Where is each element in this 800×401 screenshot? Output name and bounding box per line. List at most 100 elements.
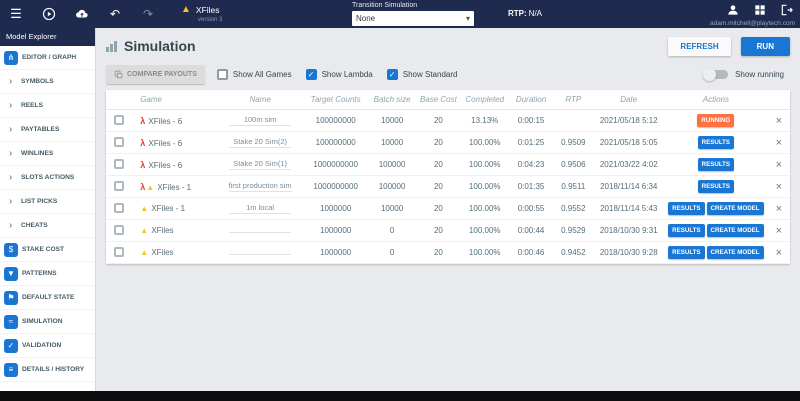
close-icon[interactable]: × (775, 246, 783, 259)
sim-name-input[interactable]: Stake 20 Sim(2) (229, 137, 292, 148)
cell-target-counts: 100000000 (303, 131, 368, 154)
refresh-button[interactable]: REFRESH (668, 36, 731, 56)
filter-show-lambda[interactable]: ✓ Show Lambda (305, 68, 373, 80)
row-checkbox[interactable] (114, 158, 125, 169)
lambda-icon: λ (140, 115, 146, 126)
cell-base-cost: 20 (416, 197, 461, 220)
redo-icon[interactable]: ↷ (142, 7, 154, 21)
apps-grid-icon[interactable] (752, 2, 768, 18)
chevron-right-icon: › (8, 124, 13, 135)
bar-chart-icon (106, 40, 117, 52)
cell-batch-size: 10000 (367, 109, 417, 132)
create-model-button[interactable]: CREATE MODEL (706, 202, 764, 215)
sim-name-input[interactable]: 1m local (229, 203, 292, 214)
cell-batch-size: 100000 (367, 175, 417, 198)
row-checkbox[interactable] (114, 224, 125, 235)
sidebar-item-patterns[interactable]: ▼ PATTERNS (0, 262, 95, 286)
checkbox-checked-icon[interactable]: ✓ (305, 68, 317, 80)
close-icon[interactable]: × (775, 180, 783, 193)
lambda-icon: λ (140, 159, 146, 170)
close-icon[interactable]: × (775, 136, 783, 149)
sidebar-item-cheats[interactable]: › CHEATS (0, 214, 95, 238)
sidebar-item-editor-graph[interactable]: ⋔ EDITOR / GRAPH (0, 46, 95, 70)
undo-icon[interactable]: ↶ (109, 7, 121, 21)
results-button[interactable]: RESULTS (697, 136, 735, 149)
cell-base-cost: 20 (416, 219, 461, 242)
simulations-table: Game Name Target Counts Batch size Base Cost… (106, 90, 790, 264)
sidebar-item-validation[interactable]: ✓ VALIDATION (0, 334, 95, 358)
results-button[interactable]: RESULTS (697, 158, 735, 171)
sim-name-input[interactable]: 100m sim (229, 115, 292, 126)
create-model-button[interactable]: CREATE MODEL (706, 246, 764, 259)
cell-rtp: 0.9552 (553, 197, 594, 220)
run-button[interactable]: RUN (740, 36, 790, 56)
sidebar-item-paytables[interactable]: › PAYTABLES (0, 118, 95, 142)
running-button[interactable]: RUNNING (697, 114, 735, 127)
table-row: ▲ XFiles 1000000 0 20 100.00% 0:00:44 0.9529 20… (106, 219, 790, 242)
filter-show-standard[interactable]: ✓ Show Standard (386, 68, 457, 80)
sidebar-item-winlines[interactable]: › WINLINES (0, 142, 95, 166)
main-header: Simulation REFRESH RUN (106, 34, 790, 58)
sidebar-item-label: EDITOR / GRAPH (22, 54, 77, 61)
row-checkbox[interactable] (114, 114, 125, 125)
checkbox-checked-icon[interactable]: ✓ (386, 68, 398, 80)
sidebar-item-simulation[interactable]: ≈ SIMULATION (0, 310, 95, 334)
sim-name-input[interactable] (229, 231, 292, 233)
close-icon[interactable]: × (775, 114, 783, 127)
play-icon[interactable] (41, 6, 57, 22)
filter-show-all-games[interactable]: Show All Games (216, 68, 292, 80)
cloud-upload-icon[interactable] (74, 6, 90, 22)
table-row: λ XFiles - 6 Stake 20 Sim(2) 100000000 1000… (106, 131, 790, 154)
compare-payouts-button[interactable]: COMPARE PAYOUTS (106, 64, 205, 84)
row-checkbox[interactable] (114, 180, 125, 191)
table-row: ▲ XFiles 1000000 0 20 100.00% 0:00:46 0.9452 20… (106, 241, 790, 264)
cell-rtp: 0.9509 (553, 131, 594, 154)
sidebar-item-slots-actions[interactable]: › SLOTS ACTIONS (0, 166, 95, 190)
sidebar-item-reels[interactable]: › REELS (0, 94, 95, 118)
sidebar-item-label: STAKE COST (22, 246, 65, 253)
cell-date: 2018/11/14 5:43 (593, 197, 664, 220)
sidebar-item-stake-cost[interactable]: $ STAKE COST (0, 238, 95, 262)
game-label: XFiles - 6 (146, 138, 183, 148)
sidebar-item-list-picks[interactable]: › LIST PICKS (0, 190, 95, 214)
row-checkbox[interactable] (114, 136, 125, 147)
sidebar-item-details-history[interactable]: ≡ DETAILS / HISTORY (0, 358, 95, 382)
transition-simulation-select[interactable]: None ▾ (352, 11, 474, 26)
cell-base-cost: 20 (416, 131, 461, 154)
checkbox-unchecked-icon[interactable] (216, 68, 228, 80)
create-model-button[interactable]: CREATE MODEL (706, 224, 764, 237)
page-title: Simulation (124, 38, 196, 54)
toggle-off-icon[interactable] (703, 67, 729, 81)
results-button[interactable]: RESULTS (668, 224, 705, 237)
results-button[interactable]: RESULTS (668, 246, 705, 259)
sidebar-item-symbols[interactable]: › SYMBOLS (0, 70, 95, 94)
menu-icon[interactable]: ☰ (10, 6, 22, 21)
close-icon[interactable]: × (775, 158, 783, 171)
row-checkbox[interactable] (114, 202, 125, 213)
chevron-right-icon: › (8, 148, 13, 159)
user-icon[interactable] (725, 2, 741, 18)
table-row: λ XFiles - 6 Stake 20 Sim(1) 1000000000 100… (106, 153, 790, 176)
sim-name-input[interactable]: Stake 20 Sim(1) (229, 159, 292, 170)
sim-name-input[interactable]: first production sim (228, 181, 292, 192)
cell-base-cost: 20 (416, 175, 461, 198)
close-icon[interactable]: × (775, 202, 783, 215)
sidebar-item-default-state[interactable]: ⚑ DEFAULT STATE (0, 286, 95, 310)
close-icon[interactable]: × (775, 224, 783, 237)
row-checkbox[interactable] (114, 246, 125, 257)
model-warning-icon[interactable]: ▲ (181, 4, 191, 15)
sim-name-input[interactable] (229, 253, 292, 255)
cell-duration: 0:00:46 (508, 241, 554, 264)
table-body: λ XFiles - 6 100m sim 100000000 10000 20 13.1… (106, 109, 790, 264)
cell-date: 2021/05/18 5:05 (593, 131, 664, 154)
results-button[interactable]: RESULTS (697, 180, 735, 193)
logout-icon[interactable] (779, 2, 795, 18)
compare-payouts-label: COMPARE PAYOUTS (127, 70, 197, 78)
filter-label: Show Lambda (321, 69, 373, 79)
filter-row: COMPARE PAYOUTS Show All Games ✓ Show Lamb… (106, 61, 790, 87)
cell-duration: 0:01:35 (508, 175, 554, 198)
results-button[interactable]: RESULTS (668, 202, 705, 215)
show-running-toggle[interactable]: Show running (703, 67, 784, 81)
chevron-right-icon: › (8, 196, 13, 207)
sidebar-item-label: WINLINES (21, 150, 54, 157)
